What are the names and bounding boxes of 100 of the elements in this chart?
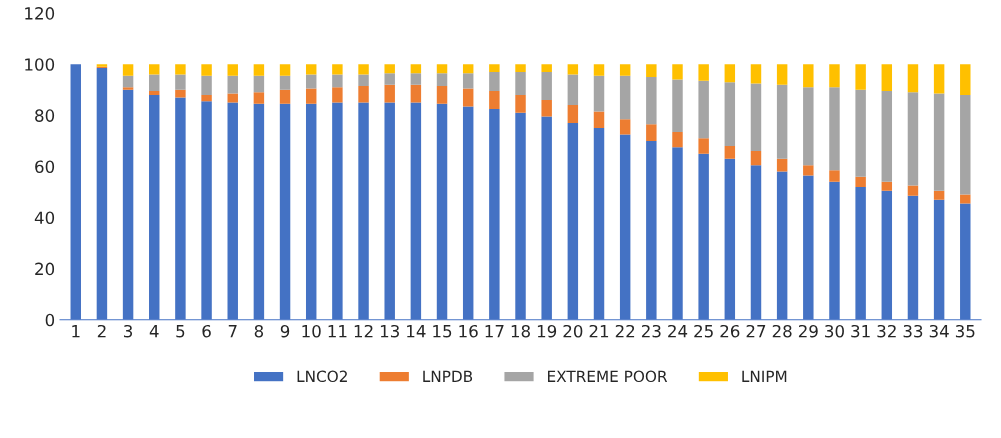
bar — [305, 74, 317, 89]
bar — [619, 119, 631, 135]
bar — [855, 64, 866, 90]
bar — [332, 87, 343, 103]
bar — [855, 89, 866, 177]
bar — [175, 89, 186, 98]
bar — [829, 64, 840, 88]
x-tick-label: 16 — [459, 324, 478, 338]
x-tick-label: 26 — [720, 324, 740, 338]
bar — [515, 64, 526, 72]
x-tick-label: 35 — [955, 324, 975, 338]
bar — [332, 64, 343, 75]
x-tick-label: 10 — [302, 324, 321, 338]
bar — [515, 94, 526, 113]
x-tick-label: 23 — [641, 324, 661, 338]
bar — [201, 94, 212, 102]
bar — [933, 64, 945, 94]
bar — [803, 64, 814, 88]
legend-label: EXTREME POOR — [548, 370, 668, 383]
x-tick-label: 30 — [825, 324, 844, 338]
bar — [960, 64, 971, 95]
bar — [803, 165, 814, 176]
bar — [149, 64, 160, 75]
bar — [593, 75, 605, 112]
bar — [384, 64, 395, 74]
x-tick-label: 33 — [903, 324, 923, 338]
bar — [175, 74, 186, 90]
x-tick-label: 24 — [668, 324, 688, 338]
bar — [646, 124, 657, 141]
bar — [122, 64, 134, 76]
bar — [567, 74, 579, 106]
bar — [776, 158, 788, 172]
bar — [384, 84, 395, 103]
bar — [227, 93, 238, 103]
bar — [776, 64, 788, 85]
bar — [698, 64, 709, 81]
bar — [881, 91, 893, 182]
bar — [907, 185, 919, 196]
x-tick-label: 31 — [851, 324, 870, 338]
bar — [933, 190, 945, 200]
x-tick-label: 20 — [563, 324, 583, 338]
bar — [829, 87, 840, 171]
bar — [881, 181, 893, 191]
x-tick-label: 2 — [97, 324, 106, 338]
bar — [436, 64, 448, 74]
x-tick-label: 21 — [589, 324, 609, 338]
bar — [881, 64, 893, 92]
bar — [279, 89, 291, 104]
bar — [305, 64, 317, 75]
bar — [122, 87, 134, 90]
y-tick-label: 80 — [35, 109, 55, 122]
bar — [750, 83, 762, 152]
x-tick-label: 3 — [124, 324, 133, 338]
x-tick-label: 34 — [929, 324, 949, 338]
bar — [489, 71, 500, 92]
x-tick-label: 9 — [280, 324, 290, 338]
bar — [436, 85, 448, 104]
bar — [384, 73, 395, 85]
x-tick-label: 15 — [433, 325, 452, 338]
x-tick-label: 8 — [254, 324, 264, 338]
bar — [672, 79, 683, 132]
bar — [358, 74, 369, 86]
bar — [803, 87, 814, 166]
bar — [855, 176, 866, 187]
x-tick-label: 25 — [694, 324, 713, 338]
bar — [541, 100, 552, 117]
bar — [515, 71, 526, 95]
bar — [462, 64, 474, 74]
bar — [619, 75, 631, 120]
x-tick-label: 14 — [407, 325, 426, 338]
y-tick-label: 100 — [25, 58, 55, 71]
bar — [227, 64, 238, 76]
bar — [227, 75, 238, 94]
legend-label: LNCO2 — [297, 370, 347, 383]
bar — [279, 64, 291, 76]
legend-label: LNPDB — [423, 370, 473, 382]
bar — [593, 64, 605, 76]
y-tick-label: 40 — [34, 211, 55, 225]
x-tick-label: 28 — [772, 324, 792, 338]
x-tick-label: 7 — [228, 325, 237, 338]
x-tick-label: 22 — [615, 324, 635, 338]
x-tick-label: 19 — [537, 324, 557, 338]
bar — [332, 74, 343, 88]
x-tick-label: 5 — [176, 325, 185, 338]
bar — [646, 64, 657, 78]
bar — [201, 64, 212, 76]
bar — [305, 88, 317, 104]
bar — [149, 91, 160, 95]
bar — [541, 71, 552, 101]
y-tick-label: 60 — [35, 160, 55, 174]
bar — [960, 94, 971, 195]
x-tick-label: 12 — [354, 324, 373, 338]
x-tick-label: 17 — [485, 325, 504, 338]
bar — [253, 75, 265, 93]
bar — [410, 84, 422, 103]
bar — [646, 77, 657, 125]
y-tick-label: 20 — [35, 262, 55, 276]
bar — [724, 82, 736, 146]
bar — [358, 85, 369, 103]
x-tick-label: 4 — [149, 325, 159, 338]
